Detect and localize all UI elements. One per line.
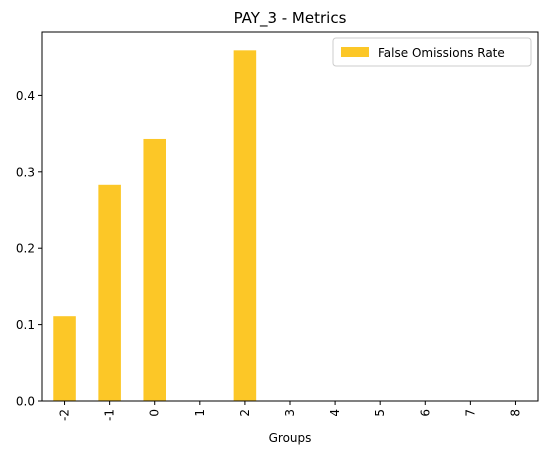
bar--2 bbox=[53, 316, 76, 401]
x-tick-label: 2 bbox=[238, 409, 252, 417]
y-tick-label: 0.3 bbox=[16, 165, 35, 179]
plot-frame bbox=[41, 31, 539, 402]
x-tick-label: 0 bbox=[148, 409, 162, 417]
bars-group bbox=[53, 50, 257, 402]
legend-label: False Omissions Rate bbox=[378, 46, 505, 60]
y-tick-label: 0.2 bbox=[16, 242, 35, 256]
x-axis-label: Groups bbox=[269, 431, 312, 445]
bar-2 bbox=[233, 50, 257, 402]
x-axis: -2 -1 0 1 2 3 4 5 6 7 8 bbox=[58, 401, 522, 421]
x-tick-label: 3 bbox=[283, 409, 297, 417]
x-tick-label: 4 bbox=[328, 409, 342, 417]
x-tick-label: -2 bbox=[58, 409, 72, 421]
x-tick-label: 7 bbox=[463, 409, 477, 417]
bar--1 bbox=[98, 184, 121, 401]
y-tick-label: 0.4 bbox=[16, 89, 35, 103]
x-tick-label: -1 bbox=[103, 409, 117, 421]
bar-0 bbox=[143, 138, 166, 401]
legend-box bbox=[332, 37, 532, 67]
y-tick-label: 0.1 bbox=[16, 318, 35, 332]
y-tick-label: 0.0 bbox=[16, 395, 35, 409]
chart-title: PAY_3 - Metrics bbox=[234, 9, 347, 28]
y-axis: 0.0 0.1 0.2 0.3 0.4 bbox=[16, 89, 42, 409]
legend-swatch bbox=[341, 47, 369, 57]
x-tick-label: 8 bbox=[508, 409, 522, 417]
legend: False Omissions Rate bbox=[332, 37, 532, 67]
x-tick-label: 6 bbox=[418, 409, 432, 417]
x-tick-label: 5 bbox=[373, 409, 387, 417]
x-tick-label: 1 bbox=[193, 409, 207, 417]
